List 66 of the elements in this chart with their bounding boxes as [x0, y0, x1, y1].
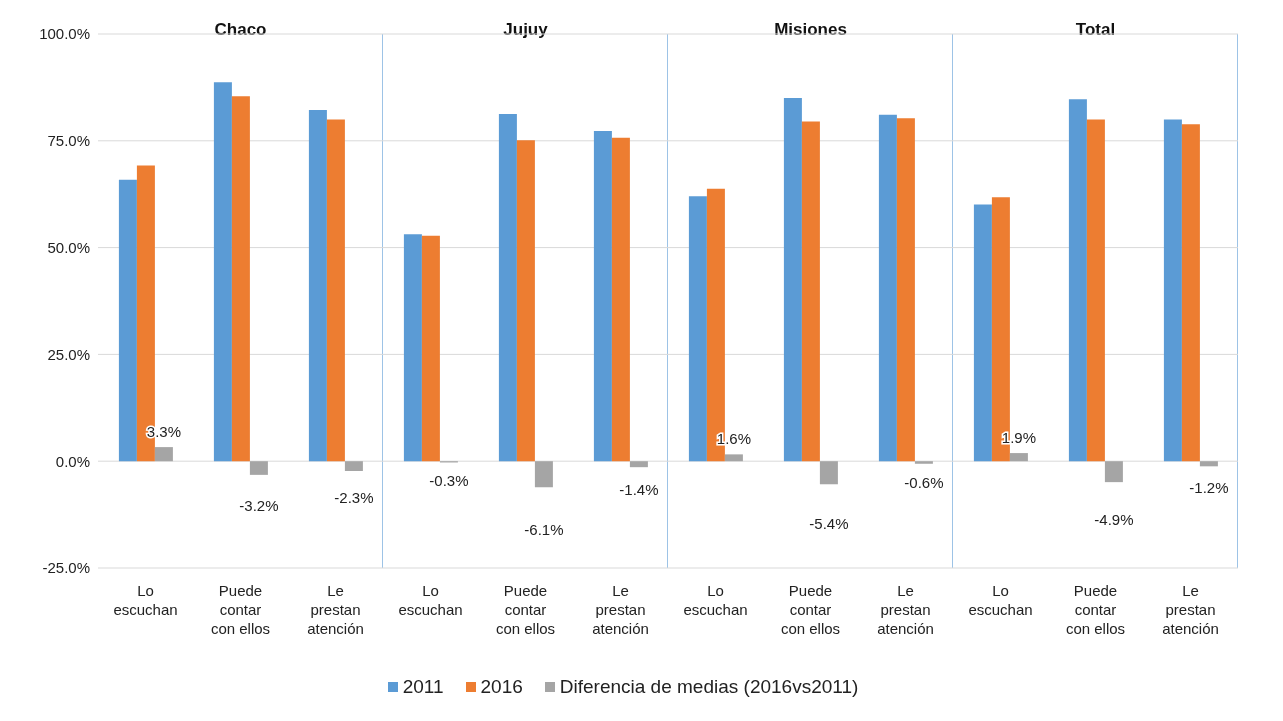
- bar: [344, 461, 363, 472]
- x-tick-label: Lo escuchan: [113, 582, 178, 618]
- data-label: -0.3%: [429, 471, 469, 489]
- x-tick-label: Puede contar con ellos: [495, 582, 556, 637]
- x-tick-label: Le prestan atención: [592, 582, 649, 637]
- bar: [516, 140, 535, 462]
- bar: [421, 235, 440, 462]
- y-tick-label: 50.0%: [47, 238, 90, 256]
- bar: [308, 110, 327, 462]
- bar: [403, 234, 422, 462]
- bar: [688, 196, 707, 462]
- bar: [1104, 461, 1123, 483]
- data-label: -0.6%: [904, 474, 944, 492]
- y-tick-label: 0.0%: [55, 452, 90, 470]
- data-label: -1.4%: [619, 481, 659, 499]
- chart-title: Misiones: [773, 20, 848, 40]
- bar: [973, 204, 992, 462]
- bar: [154, 447, 173, 462]
- x-tick-label: Lo escuchan: [398, 582, 463, 618]
- bar: [1068, 99, 1087, 462]
- bar: [629, 461, 648, 468]
- bar: [611, 137, 630, 462]
- bar: [118, 179, 137, 462]
- data-label: -4.9%: [1094, 511, 1134, 529]
- bar: [534, 461, 553, 488]
- y-tick-label: 100.0%: [39, 25, 90, 43]
- data-label: -6.1%: [524, 521, 564, 539]
- bar: [213, 82, 232, 462]
- x-tick-label: Lo escuchan: [968, 582, 1033, 618]
- x-tick-label: Le prestan atención: [307, 582, 364, 637]
- bar: [498, 113, 517, 462]
- data-label: -5.4%: [809, 515, 849, 533]
- x-tick-label: Lo escuchan: [683, 582, 748, 618]
- chart-title: Jujuy: [502, 20, 549, 40]
- bar: [1086, 119, 1105, 462]
- bar: [1199, 461, 1218, 467]
- x-tick-label: Le prestan atención: [877, 582, 934, 637]
- data-label: -3.2%: [239, 496, 279, 514]
- bar: [1181, 124, 1200, 462]
- legend-label: Diferencia de medias (2016vs2011): [559, 676, 859, 698]
- legend-label: 2011: [402, 676, 444, 698]
- legend-label: 2016: [480, 676, 523, 698]
- bar: [896, 118, 915, 462]
- x-tick-label: Puede contar con ellos: [1065, 582, 1126, 637]
- x-tick-label: Le prestan atención: [1162, 582, 1219, 637]
- y-tick-label: 75.0%: [47, 132, 90, 150]
- chart-title: Chaco: [213, 20, 268, 40]
- data-label: -2.3%: [334, 488, 374, 506]
- bar: [593, 130, 612, 462]
- bar: [1009, 453, 1028, 462]
- bar: [819, 461, 838, 485]
- x-tick-label: Puede contar con ellos: [210, 582, 271, 637]
- bar: [1163, 119, 1182, 462]
- y-tick-label: -25.0%: [42, 559, 90, 577]
- chart-title: Total: [1074, 20, 1117, 40]
- bar: [326, 119, 345, 462]
- bar: [249, 461, 268, 475]
- bar: [724, 454, 743, 462]
- y-tick-label: 25.0%: [47, 345, 90, 363]
- x-tick-label: Puede contar con ellos: [780, 582, 841, 637]
- bar: [231, 96, 250, 462]
- bar: [914, 461, 933, 464]
- bar: [783, 98, 802, 462]
- bar: [878, 114, 897, 462]
- bar: [801, 121, 820, 462]
- data-label: -1.2%: [1189, 479, 1229, 497]
